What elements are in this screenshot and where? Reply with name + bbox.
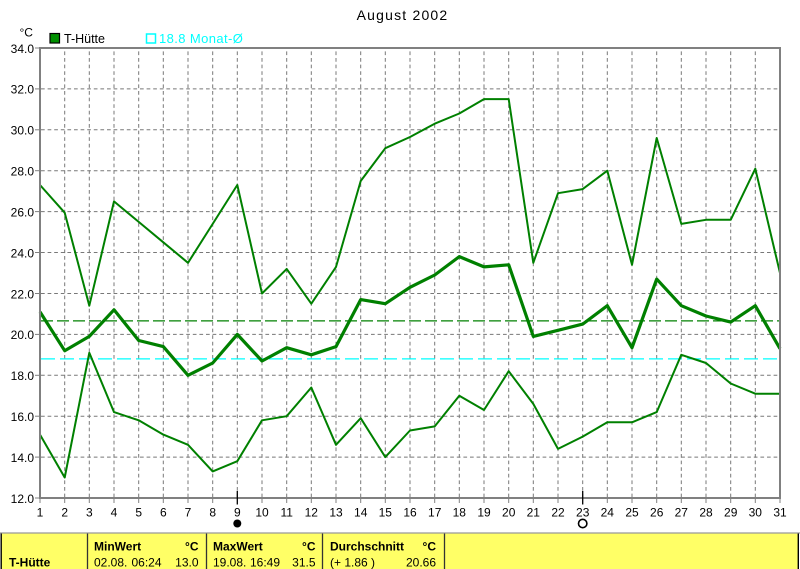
svg-text:16: 16: [403, 506, 417, 520]
svg-text:6: 6: [160, 506, 167, 520]
svg-text:1: 1: [37, 506, 44, 520]
svg-text:°C: °C: [185, 539, 199, 553]
svg-text:Durchschnitt: Durchschnitt: [330, 539, 404, 553]
svg-text:25: 25: [625, 506, 639, 520]
svg-text:18.0: 18.0: [11, 369, 35, 383]
svg-text:T-Hütte: T-Hütte: [64, 32, 105, 46]
svg-text:°C: °C: [302, 539, 316, 553]
svg-text:16.0: 16.0: [11, 410, 35, 424]
svg-text:28.0: 28.0: [11, 165, 35, 179]
svg-text:26: 26: [650, 506, 664, 520]
svg-text:12: 12: [305, 506, 319, 520]
svg-text:4: 4: [111, 506, 118, 520]
svg-text:9: 9: [234, 506, 241, 520]
svg-text:T-Hütte: T-Hütte: [9, 556, 51, 569]
svg-text:17: 17: [428, 506, 442, 520]
svg-text:34.0: 34.0: [11, 42, 35, 56]
svg-text:18: 18: [453, 506, 467, 520]
svg-text:10: 10: [255, 506, 269, 520]
svg-text:18.8 Monat-Ø: 18.8 Monat-Ø: [159, 31, 243, 46]
svg-text:24.0: 24.0: [11, 246, 35, 260]
svg-text:2: 2: [61, 506, 68, 520]
svg-text:22: 22: [551, 506, 565, 520]
svg-text:30: 30: [749, 506, 763, 520]
svg-text:11: 11: [280, 506, 293, 520]
svg-text:19: 19: [477, 506, 491, 520]
svg-text:24: 24: [601, 506, 615, 520]
svg-text:14.0: 14.0: [11, 451, 35, 465]
svg-text:21: 21: [527, 506, 541, 520]
svg-text:5: 5: [135, 506, 142, 520]
svg-text:12.0: 12.0: [11, 492, 35, 506]
svg-text:15: 15: [379, 506, 393, 520]
svg-text:30.0: 30.0: [11, 124, 35, 138]
svg-text:27: 27: [675, 506, 689, 520]
svg-text:32.0: 32.0: [11, 83, 35, 97]
svg-text:20: 20: [502, 506, 516, 520]
svg-text:13: 13: [329, 506, 343, 520]
svg-text:20.0: 20.0: [11, 328, 35, 342]
svg-text:3: 3: [86, 506, 93, 520]
svg-text:8: 8: [209, 506, 216, 520]
svg-text:7: 7: [185, 506, 192, 520]
svg-text:29: 29: [724, 506, 738, 520]
svg-text:31.5: 31.5: [292, 556, 316, 569]
svg-text:19.08.: 19.08.: [213, 556, 246, 569]
svg-text:14: 14: [354, 506, 368, 520]
svg-text:(+ 1.86 ): (+ 1.86 ): [330, 556, 375, 569]
svg-text:MinWert: MinWert: [94, 539, 141, 553]
svg-text:06:24: 06:24: [132, 556, 162, 569]
svg-text:13.0: 13.0: [175, 556, 199, 569]
svg-text:16:49: 16:49: [250, 556, 280, 569]
svg-text:August 2002: August 2002: [357, 7, 449, 23]
svg-text:02.08.: 02.08.: [94, 556, 127, 569]
svg-text:°C: °C: [20, 26, 34, 40]
svg-text:31: 31: [773, 506, 787, 520]
svg-text:23: 23: [576, 506, 590, 520]
svg-text:28: 28: [699, 506, 713, 520]
svg-text:°C: °C: [423, 539, 437, 553]
svg-text:22.0: 22.0: [11, 287, 35, 301]
svg-text:26.0: 26.0: [11, 205, 35, 219]
svg-text:20.66: 20.66: [406, 556, 436, 569]
svg-text:MaxWert: MaxWert: [213, 539, 263, 553]
